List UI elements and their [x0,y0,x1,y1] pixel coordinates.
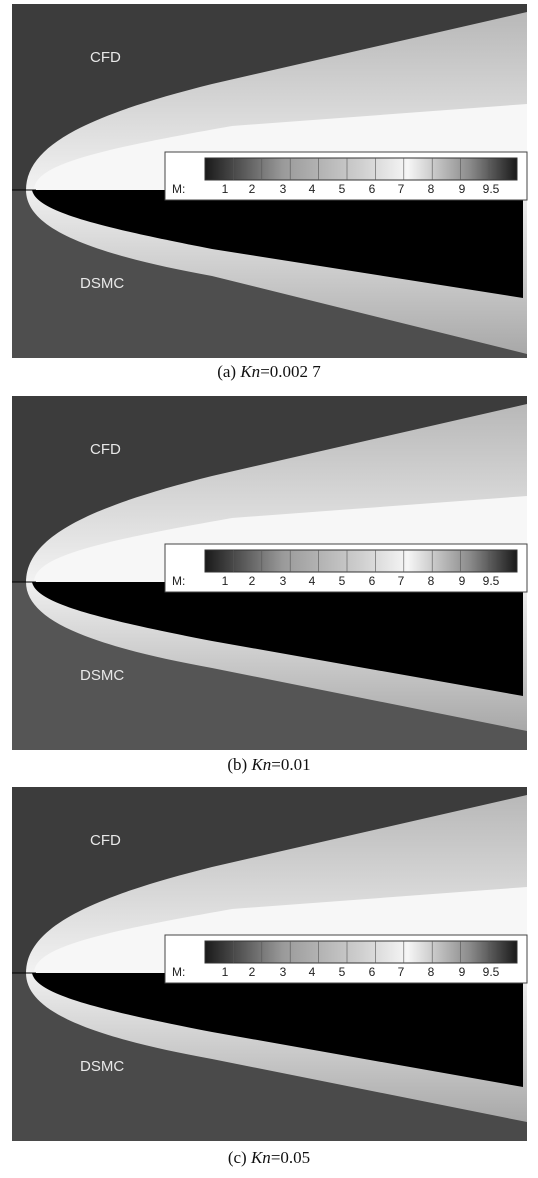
colorbar-tick-label: 5 [339,182,346,196]
contour-panel: CFD DSMC M: 1 2 3 4 5 6 7 8 9 9.5 [12,4,527,358]
caption-prefix: (b) [227,755,251,774]
colorbar-tick-label: 5 [339,574,346,588]
colorbar-tick-label: 8 [428,182,435,196]
colorbar [205,550,517,572]
colorbar-tick-label: 6 [369,574,376,588]
colorbar-tick-label: 6 [369,965,376,979]
colorbar-tick-label: 6 [369,182,376,196]
colorbar-tick-label: 1 [222,965,229,979]
caption-value: =0.05 [271,1148,310,1167]
colorbar-tick-label: 8 [428,574,435,588]
legend-label: M: [172,574,185,588]
caption-variable: Kn [250,1148,271,1167]
colorbar-tick-label: 9 [459,965,466,979]
colorbar-tick-label: 3 [280,574,287,588]
dsmc-label: DSMC [80,1058,124,1075]
colorbar-tick-label: 4 [309,574,316,588]
panel-caption: (a) Kn=0.002 7 [217,362,321,381]
caption-prefix: (c) [228,1148,251,1167]
colorbar-tick-label: 2 [249,574,256,588]
colorbar-tick-label: 9 [459,182,466,196]
panel-caption: (b) Kn=0.01 [227,755,310,774]
colorbar-tick-label: 2 [249,965,256,979]
cfd-label: CFD [90,832,121,849]
colorbar-tick-label: 9.5 [483,574,500,588]
cfd-label: CFD [90,49,121,66]
figure: CFDDSMCM:1234567899.5(a) Kn=0.002 7CFDDS… [0,0,538,1178]
colorbar-tick-label: 9 [459,574,466,588]
colorbar-tick-label: 9.5 [483,182,500,196]
caption-prefix: (a) [217,362,240,381]
colorbar-tick-label: 7 [398,965,405,979]
cfd-label: CFD [90,441,121,458]
colorbar-tick-label: 3 [280,965,287,979]
contour-panel: CFD DSMC M: 1 2 3 4 5 6 7 8 9 9.5 [12,787,527,1141]
colorbar [205,941,517,963]
caption-value: =0.002 7 [260,362,321,381]
dsmc-label: DSMC [80,667,124,684]
colorbar-tick-label: 2 [249,182,256,196]
colorbar-tick-label: 8 [428,965,435,979]
contour-panel: CFD DSMC M: 1 2 3 4 5 6 7 8 9 9.5 [12,396,527,750]
dsmc-label: DSMC [80,275,124,292]
caption-value: =0.01 [271,755,310,774]
colorbar-tick-label: 5 [339,965,346,979]
colorbar-tick-label: 7 [398,182,405,196]
colorbar-tick-label: 9.5 [483,965,500,979]
colorbar [205,158,517,180]
caption-variable: Kn [239,362,260,381]
legend-label: M: [172,182,185,196]
colorbar-tick-label: 1 [222,574,229,588]
legend-label: M: [172,965,185,979]
colorbar-tick-label: 4 [309,182,316,196]
colorbar-tick-label: 3 [280,182,287,196]
caption-variable: Kn [250,755,271,774]
panel-caption: (c) Kn=0.05 [228,1148,310,1167]
colorbar-tick-label: 7 [398,574,405,588]
colorbar-tick-label: 1 [222,182,229,196]
colorbar-tick-label: 4 [309,965,316,979]
